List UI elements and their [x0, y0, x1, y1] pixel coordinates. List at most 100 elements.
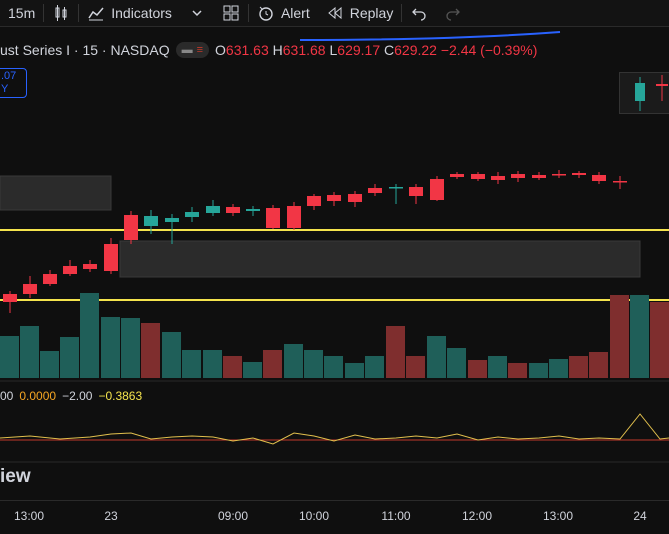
chevron-down-icon	[192, 10, 202, 17]
ohlc-values: O631.63 H631.68 L629.17 C629.22 −2.44 (−…	[215, 42, 537, 58]
volume-bar	[284, 344, 303, 378]
candle-body	[389, 187, 403, 189]
candle-body	[471, 174, 485, 179]
volume-bar	[610, 295, 629, 378]
volume-bar	[60, 337, 79, 378]
volume-bar	[182, 350, 201, 378]
alarm-clock-icon	[259, 6, 273, 21]
chart-type-button[interactable]	[44, 0, 78, 26]
volume-bar	[141, 323, 160, 378]
candle-body	[23, 284, 37, 294]
mini-preview[interactable]	[619, 72, 669, 114]
symbol-title[interactable]: ust Series I · 15 · NASDAQ	[0, 42, 170, 58]
candle-body	[450, 174, 464, 177]
volume-bar	[304, 350, 323, 378]
undo-icon	[412, 8, 426, 21]
price-badge[interactable]: .07 Y	[0, 68, 27, 98]
volume-bar	[345, 363, 364, 378]
price-badge-value: .07	[1, 70, 17, 82]
time-label: 10:00	[298, 509, 330, 523]
volume-bar	[447, 348, 466, 378]
indicators-label: Indicators	[111, 5, 172, 21]
candle-body	[104, 244, 118, 271]
indicators-icon	[88, 7, 104, 21]
time-axis[interactable]: 13:00 23 09:00 10:00 11:00 12:00 13:00 2…	[0, 500, 669, 534]
interval-label: 15m	[8, 5, 36, 21]
candle-body	[368, 188, 382, 193]
toolbar-divider	[78, 4, 80, 22]
indicators-dropdown[interactable]	[180, 0, 214, 26]
time-label: 13:00	[13, 509, 45, 523]
candle-body	[592, 175, 606, 181]
layouts-button[interactable]	[214, 0, 248, 26]
volume-bar	[427, 336, 446, 378]
indicators-button[interactable]: Indicators	[79, 0, 180, 26]
volume-bar	[121, 318, 140, 378]
ohlc-high-label: H	[272, 42, 283, 58]
replay-button[interactable]: Replay	[318, 0, 402, 26]
candle-body	[165, 218, 179, 222]
legend-toggle[interactable]: ▬ ≡	[175, 42, 210, 58]
ohlc-low-label: L	[329, 42, 338, 58]
replay-label: Replay	[349, 5, 394, 21]
price-badge-suffix: Y	[1, 83, 9, 95]
ohlc-low-value: 629.17	[337, 42, 381, 58]
candle-body	[266, 208, 280, 228]
ohlc-open-label: O	[215, 42, 226, 58]
volume-bar	[0, 336, 19, 378]
candle-body	[327, 195, 341, 201]
ohlc-close-value: 629.22	[394, 42, 437, 58]
volume-bar	[101, 317, 120, 378]
time-label: 13:00	[542, 509, 574, 523]
interval-button[interactable]: 15m	[0, 0, 43, 26]
candle-body	[124, 215, 138, 240]
candle-body	[83, 264, 97, 269]
volume-bar	[324, 356, 343, 378]
volume-bar	[630, 295, 649, 378]
candle-body	[63, 266, 77, 274]
volume-bar	[529, 363, 548, 378]
candle-body	[430, 179, 444, 200]
toolbar-divider	[247, 4, 249, 22]
volume-bar	[365, 356, 384, 378]
eye-icon: ▬	[181, 44, 193, 56]
candle-body	[226, 207, 240, 213]
candle-body	[206, 206, 220, 213]
price-chart[interactable]	[0, 26, 669, 500]
ohlc-change: −2.44 (−0.39%)	[440, 42, 538, 58]
grid-icon	[223, 5, 239, 21]
undo-button[interactable]	[402, 0, 436, 26]
candle-body	[3, 294, 17, 302]
indicator-value-4: −0.3863	[98, 389, 143, 403]
volume-bar	[386, 326, 405, 378]
candle-body	[185, 212, 199, 217]
redo-button[interactable]	[436, 0, 470, 26]
volume-bar	[203, 350, 222, 378]
rewind-icon	[327, 6, 342, 20]
redo-icon	[446, 8, 461, 21]
indicator-value-1: 00	[0, 389, 14, 403]
time-label: 12:00	[461, 509, 493, 523]
oscillator-line	[0, 413, 669, 445]
candle-body	[246, 209, 260, 211]
section-title: iew	[0, 466, 31, 487]
indicator-value-3: −2.00	[62, 389, 93, 403]
candle-body	[511, 174, 525, 178]
ohlc-open-value: 631.63	[225, 42, 269, 58]
toolbar-divider	[401, 4, 403, 22]
candle-body	[409, 187, 423, 196]
volume-bar	[406, 356, 425, 378]
mini-candles	[635, 75, 668, 111]
candle-body	[532, 175, 546, 178]
candle-body	[552, 174, 566, 176]
symbol-legend: ust Series I · 15 · NASDAQ ▬ ≡ O631.63 H…	[0, 40, 537, 60]
zone-box	[119, 240, 641, 278]
candle-body	[144, 216, 158, 226]
candle-body	[572, 173, 586, 175]
volume-bar	[569, 356, 588, 378]
alert-button[interactable]: Alert	[249, 0, 318, 26]
candle-body	[287, 206, 301, 228]
volume-bar	[162, 332, 181, 378]
equals-icon: ≡	[196, 44, 204, 56]
moving-average-line	[299, 31, 561, 41]
